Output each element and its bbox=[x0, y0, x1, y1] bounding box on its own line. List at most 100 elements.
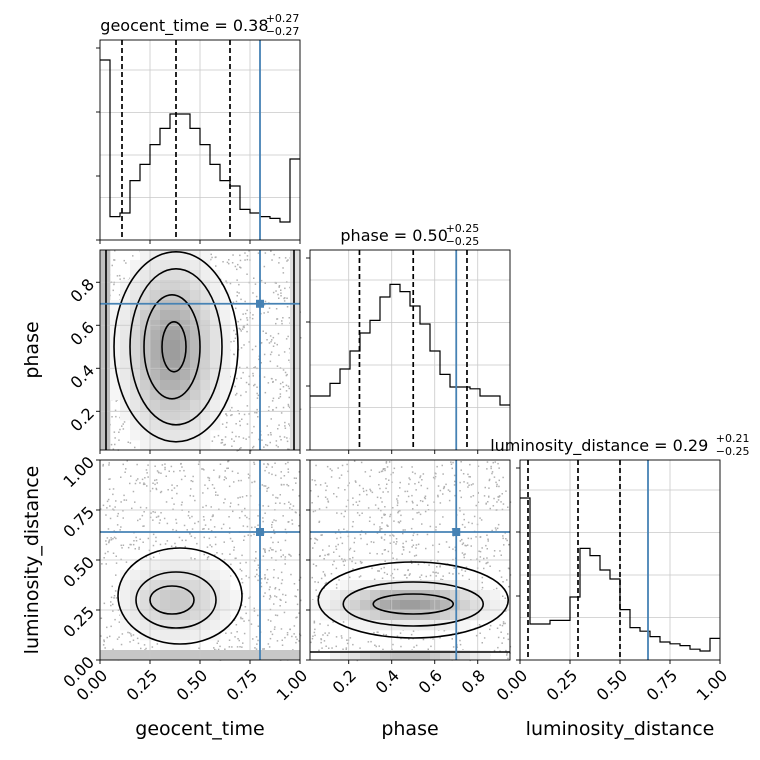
sample-point bbox=[300, 337, 302, 339]
sample-point bbox=[164, 463, 166, 465]
density-cell bbox=[280, 650, 291, 661]
sample-point bbox=[224, 476, 226, 478]
sample-point bbox=[400, 466, 403, 468]
density-cell bbox=[160, 330, 171, 341]
sample-point bbox=[392, 577, 395, 579]
density-cell bbox=[170, 630, 181, 641]
sample-point bbox=[223, 541, 225, 543]
sample-point bbox=[415, 489, 417, 491]
sample-point bbox=[352, 503, 354, 506]
sample-point bbox=[207, 476, 209, 479]
density-cell bbox=[130, 590, 141, 601]
sample-point bbox=[280, 439, 282, 441]
sample-point bbox=[273, 532, 276, 535]
density-cell bbox=[140, 350, 151, 361]
density-cell bbox=[130, 350, 141, 361]
sample-point bbox=[408, 483, 410, 485]
sample-point bbox=[110, 601, 112, 603]
sample-point bbox=[489, 624, 492, 627]
y-tick-label-luminosity_distance: 0.25 bbox=[59, 603, 98, 642]
sample-point bbox=[225, 413, 227, 415]
sample-point bbox=[235, 300, 238, 303]
sample-point bbox=[120, 501, 122, 503]
sample-point bbox=[262, 648, 264, 650]
sample-point bbox=[419, 475, 422, 477]
sample-point bbox=[248, 250, 250, 252]
sample-point bbox=[297, 589, 299, 591]
sample-point bbox=[230, 563, 232, 566]
density-cell bbox=[150, 610, 161, 621]
sample-point bbox=[279, 494, 281, 496]
sample-point bbox=[390, 574, 392, 577]
sample-point bbox=[416, 504, 418, 506]
sample-point bbox=[263, 265, 266, 268]
density-cell bbox=[100, 300, 111, 311]
sample-point bbox=[240, 347, 243, 349]
sample-point bbox=[503, 637, 505, 639]
density-cell bbox=[100, 430, 111, 441]
contour-phase-luminosity-distance bbox=[342, 581, 485, 627]
sample-point bbox=[374, 504, 377, 506]
density-cell bbox=[210, 340, 221, 351]
sample-point bbox=[283, 503, 286, 505]
density-cell bbox=[290, 300, 301, 311]
sample-point bbox=[114, 409, 117, 412]
sample-point bbox=[264, 548, 266, 551]
sample-point bbox=[138, 546, 140, 549]
sample-point bbox=[426, 487, 429, 490]
sample-point bbox=[287, 468, 289, 470]
sample-point bbox=[108, 541, 110, 544]
density-cell bbox=[180, 290, 191, 301]
sample-point bbox=[231, 262, 234, 264]
sample-point bbox=[292, 505, 295, 507]
sample-point bbox=[327, 501, 330, 503]
density-cell bbox=[420, 650, 431, 661]
sample-point bbox=[502, 476, 504, 479]
x-tick-label-phase: 0.8 bbox=[458, 666, 489, 697]
sample-point bbox=[273, 529, 275, 531]
sample-point bbox=[282, 406, 285, 409]
sample-point bbox=[268, 588, 271, 591]
density-cell bbox=[210, 610, 221, 621]
density-cell bbox=[110, 310, 121, 321]
density-cell bbox=[200, 360, 211, 371]
sample-point bbox=[496, 483, 498, 486]
sample-point bbox=[272, 494, 274, 496]
density-cell bbox=[180, 550, 191, 561]
density-cell bbox=[470, 580, 481, 591]
density-cell bbox=[110, 650, 121, 661]
sample-point bbox=[411, 494, 413, 497]
sample-point bbox=[275, 290, 277, 292]
sample-point bbox=[260, 342, 263, 344]
sample-point bbox=[248, 436, 250, 438]
sample-point bbox=[412, 508, 414, 510]
density-cell bbox=[190, 390, 201, 401]
sample-point bbox=[419, 576, 421, 578]
density-cell bbox=[370, 610, 381, 621]
sample-point bbox=[352, 521, 354, 523]
density-cell bbox=[210, 420, 221, 431]
sample-point bbox=[221, 441, 224, 444]
sample-point bbox=[436, 566, 438, 568]
sample-point bbox=[293, 625, 296, 627]
sample-point bbox=[119, 278, 121, 280]
sample-point bbox=[219, 645, 221, 648]
sample-point bbox=[387, 491, 389, 493]
density-cell bbox=[140, 420, 151, 431]
density-cell bbox=[120, 650, 131, 661]
sample-point bbox=[253, 425, 255, 428]
sample-point bbox=[335, 587, 338, 589]
density-cell bbox=[390, 600, 401, 611]
sample-point bbox=[290, 573, 292, 576]
density-cell bbox=[170, 410, 181, 421]
density-cell bbox=[290, 250, 301, 261]
sample-point bbox=[257, 394, 260, 397]
sample-point bbox=[264, 592, 266, 594]
sample-point bbox=[213, 526, 216, 528]
density-cell bbox=[140, 430, 151, 441]
sample-point bbox=[276, 318, 278, 320]
sample-point bbox=[184, 545, 186, 548]
sample-point bbox=[379, 526, 381, 528]
sample-point bbox=[244, 252, 246, 254]
